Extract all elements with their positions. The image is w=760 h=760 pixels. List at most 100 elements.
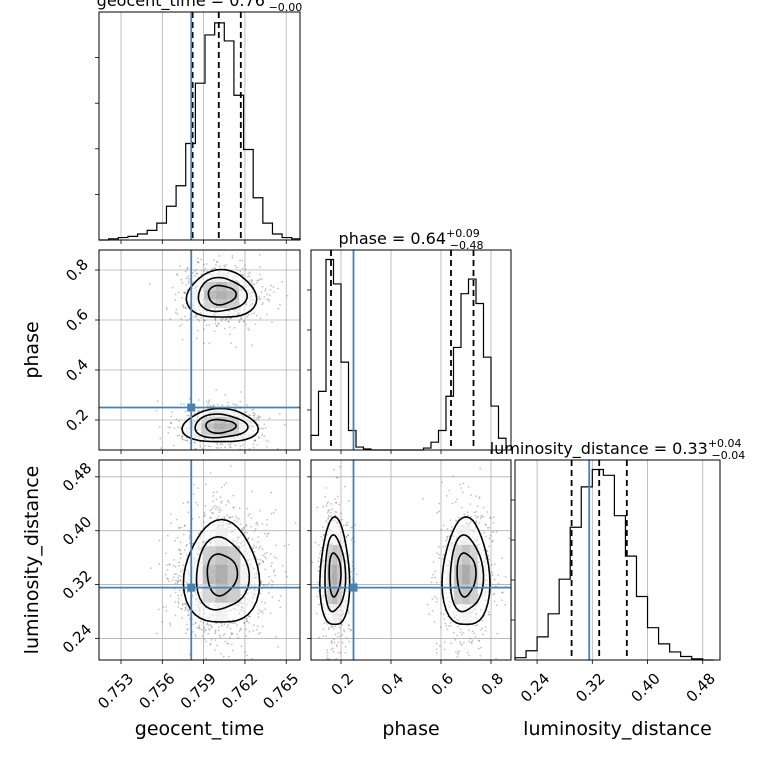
sample-point xyxy=(475,510,478,513)
sample-point xyxy=(433,621,436,623)
sample-point xyxy=(316,581,319,584)
x-tick-label: 0.32 xyxy=(572,670,608,706)
sample-point xyxy=(173,573,176,576)
sample-point xyxy=(475,495,477,498)
sample-point xyxy=(460,487,463,489)
sample-point xyxy=(240,315,242,318)
sample-point xyxy=(225,482,228,484)
sample-point xyxy=(258,295,261,298)
sample-point xyxy=(428,613,431,616)
panel-frame xyxy=(98,459,301,661)
sample-point xyxy=(435,642,438,645)
sample-point xyxy=(181,568,184,571)
sample-point xyxy=(474,624,477,627)
sample-point xyxy=(185,436,188,439)
sample-point xyxy=(174,591,177,594)
sample-point xyxy=(493,593,496,595)
sample-point xyxy=(185,307,187,310)
sample-point xyxy=(258,436,260,438)
sample-point xyxy=(223,515,226,518)
sample-point xyxy=(263,584,266,586)
sample-point xyxy=(245,523,247,526)
sample-point xyxy=(175,572,178,575)
sample-point xyxy=(207,445,210,448)
sample-point xyxy=(335,476,338,479)
sample-point xyxy=(210,625,213,628)
sample-point xyxy=(279,606,282,609)
sample-point xyxy=(257,633,260,635)
sample-point xyxy=(225,504,228,506)
sample-point xyxy=(248,280,251,283)
sample-point xyxy=(257,415,260,417)
sample-point xyxy=(473,632,475,635)
sample-point xyxy=(257,451,259,453)
sample-point xyxy=(180,323,183,326)
sample-point xyxy=(242,274,244,277)
sample-point xyxy=(167,577,169,580)
sample-point xyxy=(228,326,231,328)
sample-point xyxy=(350,526,353,529)
sample-point xyxy=(180,296,183,299)
sample-point xyxy=(209,454,211,456)
sample-point xyxy=(251,344,253,346)
contour-level xyxy=(441,515,491,626)
sample-point xyxy=(217,447,220,449)
sample-point xyxy=(251,283,254,286)
sample-point xyxy=(240,645,243,648)
sample-point xyxy=(253,439,256,442)
sample-point xyxy=(197,626,200,629)
sample-point xyxy=(245,635,248,637)
sample-point xyxy=(228,516,230,519)
sample-point xyxy=(192,631,195,633)
sample-point xyxy=(217,673,219,675)
sample-point xyxy=(338,503,341,506)
sample-point xyxy=(497,574,500,577)
contour-level xyxy=(328,552,342,598)
sample-point xyxy=(236,517,239,520)
sample-point xyxy=(459,640,462,643)
sample-point xyxy=(214,267,217,270)
sample-point xyxy=(244,411,247,414)
sample-point xyxy=(449,519,452,522)
sample-point xyxy=(258,563,261,566)
sample-point xyxy=(195,337,198,340)
sample-point xyxy=(185,543,188,546)
sample-point xyxy=(327,501,330,503)
sample-point xyxy=(253,414,256,417)
sample-point xyxy=(492,521,495,524)
sample-point xyxy=(259,592,262,595)
sample-point xyxy=(180,594,183,597)
sample-point xyxy=(208,629,211,631)
sample-point xyxy=(248,621,250,624)
sample-point xyxy=(454,501,457,503)
sample-point xyxy=(223,327,226,330)
sample-point xyxy=(251,657,253,660)
sample-point xyxy=(216,517,218,520)
sample-point xyxy=(281,564,284,567)
sample-point xyxy=(324,495,326,498)
sample-point xyxy=(334,510,337,513)
sample-point xyxy=(247,536,250,539)
sample-point xyxy=(251,538,254,541)
sample-point xyxy=(203,342,205,345)
sample-point xyxy=(262,427,264,430)
sample-point xyxy=(264,289,266,292)
sample-point xyxy=(187,280,190,283)
sample-point xyxy=(322,669,324,671)
sample-point xyxy=(460,669,462,671)
sample-point xyxy=(203,626,206,629)
sample-point xyxy=(508,537,511,540)
sample-point xyxy=(327,514,330,517)
contour-level xyxy=(197,276,249,313)
sample-point xyxy=(158,539,161,542)
sample-point xyxy=(244,628,247,631)
sample-point xyxy=(174,539,177,542)
sample-point xyxy=(250,312,253,315)
panel-frame xyxy=(98,11,301,241)
sample-point xyxy=(180,435,183,438)
sample-point xyxy=(181,303,184,306)
sample-point xyxy=(201,629,204,631)
sample-point xyxy=(334,514,337,516)
sample-point xyxy=(332,650,335,653)
sample-point xyxy=(215,325,218,328)
